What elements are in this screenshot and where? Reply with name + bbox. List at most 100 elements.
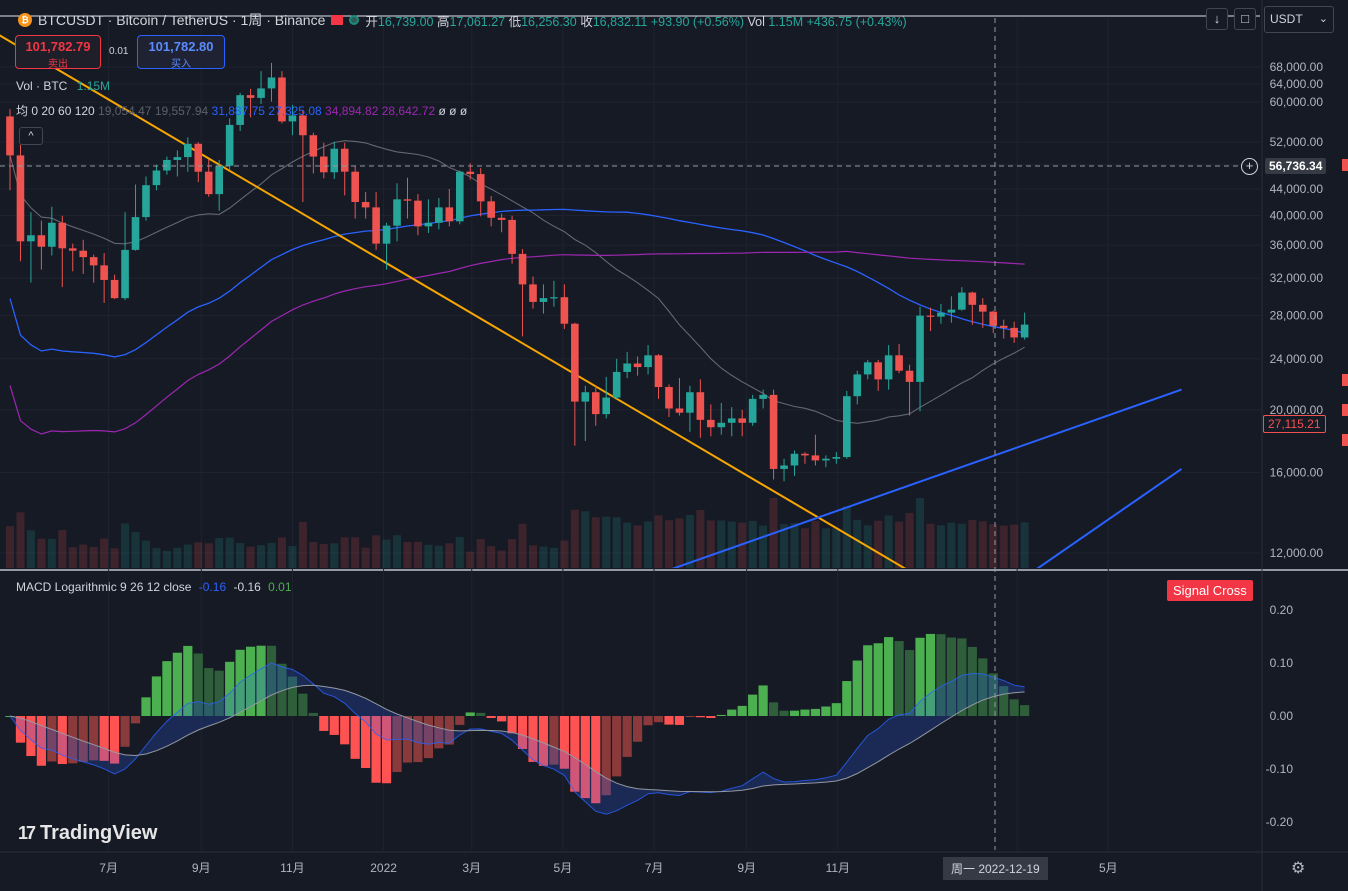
volume-bar xyxy=(309,541,318,568)
candle xyxy=(89,254,98,283)
collapse-legend-button[interactable]: ^ xyxy=(19,127,43,145)
maximize-button[interactable]: □ xyxy=(1234,8,1256,30)
signal-cross-badge[interactable]: Signal Cross xyxy=(1167,580,1253,601)
candle-body xyxy=(215,165,223,195)
candle-body xyxy=(372,207,380,244)
candle-body xyxy=(843,396,851,458)
macd-histogram-bar xyxy=(361,716,371,769)
macd-histogram-bar xyxy=(716,714,726,716)
candle-body xyxy=(581,392,590,402)
volume-legend[interactable]: Vol · BTC 1.15M xyxy=(16,79,110,93)
candle xyxy=(539,284,548,314)
candle-body xyxy=(686,392,694,413)
arrow-down-icon: ↓ xyxy=(1213,11,1221,26)
candle-body xyxy=(257,88,265,98)
macd-value-3: 0.01 xyxy=(268,580,292,594)
candle-body xyxy=(194,143,203,172)
volume-bar xyxy=(26,530,35,568)
macd-histogram-bar xyxy=(737,705,747,716)
candle-body xyxy=(37,235,46,247)
currency-select[interactable]: USDT ⌄ xyxy=(1264,6,1334,33)
scroll-down-button[interactable]: ↓ xyxy=(1206,8,1228,30)
macd-histogram-bar xyxy=(507,716,517,734)
downtrend-line[interactable] xyxy=(0,4,920,577)
symbol-line[interactable]: BTCUSDT · Bitcoin / TetherUS · 1周 · Bina… xyxy=(38,12,326,28)
candle xyxy=(633,356,642,376)
candle xyxy=(215,159,223,211)
tradingview-logo-text: TradingView xyxy=(40,822,158,844)
candle xyxy=(780,458,788,482)
candle xyxy=(121,212,129,301)
macd-histogram-bar xyxy=(89,716,99,761)
gear-icon[interactable]: ⚙ xyxy=(1291,860,1306,877)
candle xyxy=(717,402,726,435)
candle xyxy=(382,222,391,270)
open-value: 16,739.00 xyxy=(377,14,434,29)
volume-bar xyxy=(121,523,130,568)
candle-body xyxy=(612,371,621,398)
candle-body xyxy=(487,201,495,218)
volume-bar xyxy=(842,506,851,568)
sell-button[interactable]: 101,782.79 卖出 xyxy=(15,35,101,70)
macd-histogram-bar xyxy=(298,693,308,716)
macd-histogram-bar xyxy=(141,697,151,716)
macd-histogram-bar xyxy=(957,638,967,716)
volume-bar xyxy=(100,538,109,568)
volume-bar xyxy=(623,522,632,568)
macd-histogram-bar xyxy=(57,716,67,765)
support-trendline-2[interactable] xyxy=(1025,468,1183,577)
candle-body xyxy=(717,422,726,428)
candle xyxy=(110,274,119,300)
candle xyxy=(968,291,977,325)
tradingview-logo[interactable]: 17 TradingView xyxy=(18,822,157,845)
volume-bar xyxy=(508,539,517,568)
candle-body xyxy=(958,292,966,310)
candle xyxy=(194,142,203,183)
candle xyxy=(58,215,67,288)
candle xyxy=(361,192,370,219)
add-alert-icon[interactable]: + xyxy=(1241,158,1258,175)
ma-legend[interactable]: 均 0 20 60 120 19,054.47 19,557.94 31,887… xyxy=(16,102,467,119)
macd-legend[interactable]: MACD Logarithmic 9 26 12 close -0.16 -0.… xyxy=(16,580,292,594)
ma-value-1: 19,054.47 xyxy=(98,104,152,118)
volume-bar xyxy=(895,521,904,568)
candle-body xyxy=(801,453,809,456)
volume-bar xyxy=(204,543,213,568)
buy-button[interactable]: 101,782.80 买入 xyxy=(137,35,225,70)
candle xyxy=(989,310,998,334)
low-label: 低 xyxy=(508,14,522,29)
vol-change: +436.75 (+0.43%) xyxy=(806,14,907,29)
price-tick-label: 20,000.00 xyxy=(1270,403,1324,417)
macd-histogram-bar xyxy=(47,716,57,762)
volume-bar xyxy=(183,544,192,568)
candle-body xyxy=(225,124,234,166)
candle xyxy=(68,243,77,272)
candle xyxy=(612,358,621,399)
trendlines[interactable] xyxy=(0,4,1183,578)
candle-body xyxy=(89,257,98,266)
macd-histogram-bar xyxy=(350,716,360,759)
candle xyxy=(675,378,684,416)
axes: 68,000.0064,000.0060,000.0052,000.0048,0… xyxy=(99,60,1348,875)
volume-bar xyxy=(644,521,653,568)
volume-bar xyxy=(717,520,726,568)
tradingview-mark-icon: 17 xyxy=(18,823,36,843)
candle-body xyxy=(591,392,600,415)
candlesticks xyxy=(6,62,1029,482)
crosshair xyxy=(0,18,1238,850)
macd-histogram-bar xyxy=(842,681,852,716)
macd-histogram-bar xyxy=(266,645,277,716)
candle xyxy=(225,118,234,171)
price-tick-label: 64,000.00 xyxy=(1270,77,1324,91)
macd-histogram-bar xyxy=(601,716,611,796)
candle-body xyxy=(340,148,349,172)
candle xyxy=(445,188,454,227)
candle-body xyxy=(414,200,422,227)
volume-bar xyxy=(1020,522,1029,568)
candle-body xyxy=(131,217,140,250)
volume-bar xyxy=(811,520,820,568)
sell-label: 卖出 xyxy=(48,59,68,70)
candle-body xyxy=(320,156,328,173)
support-trendline[interactable] xyxy=(648,388,1182,578)
